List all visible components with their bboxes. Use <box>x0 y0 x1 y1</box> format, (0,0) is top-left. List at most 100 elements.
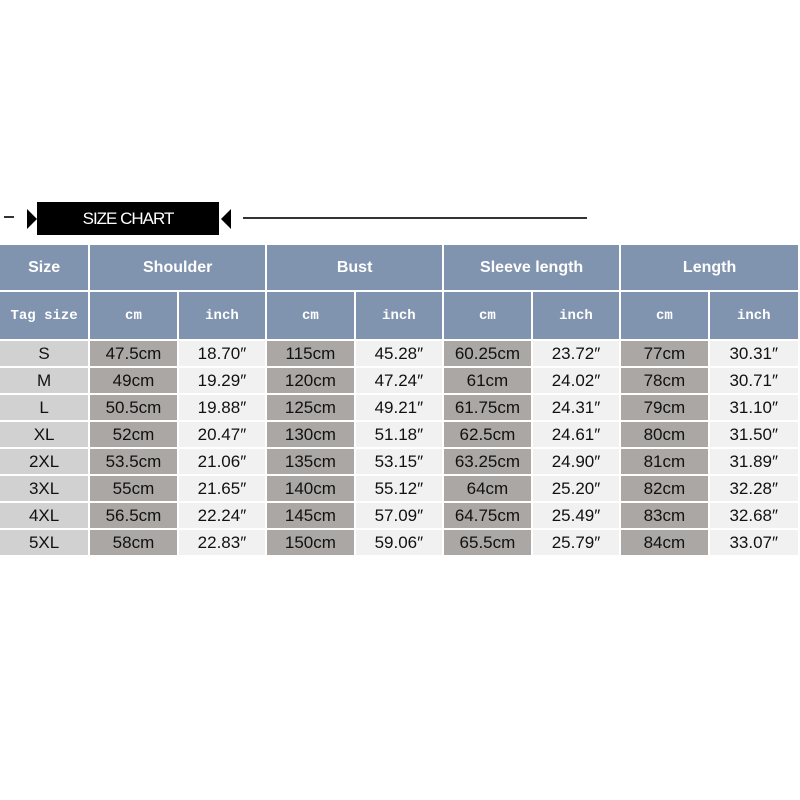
cm-cell: 150cm <box>267 530 354 555</box>
inch-cell: 47.24″ <box>355 368 443 393</box>
inch-cell: 59.06″ <box>355 530 443 555</box>
subheader-cell: inch <box>709 292 798 339</box>
inch-cell: 18.70″ <box>178 341 266 366</box>
cm-cell: 61cm <box>444 368 531 393</box>
subheader-row: Tag size cm inch cm inch cm inch cm inch <box>0 292 798 339</box>
inch-cell: 19.88″ <box>178 395 266 420</box>
size-cell: 4XL <box>0 503 89 528</box>
inch-cell: 19.29″ <box>178 368 266 393</box>
cm-cell: 64.75cm <box>444 503 531 528</box>
inch-cell: 31.50″ <box>709 422 798 447</box>
size-cell: XL <box>0 422 89 447</box>
inch-cell: 23.72″ <box>532 341 620 366</box>
cm-cell: 130cm <box>267 422 354 447</box>
cm-cell: 115cm <box>267 341 354 366</box>
cm-cell: 53.5cm <box>90 449 177 474</box>
cm-cell: 61.75cm <box>444 395 531 420</box>
subheader-cell: cm <box>90 292 177 339</box>
subheader-cell: cm <box>267 292 354 339</box>
cm-cell: 145cm <box>267 503 354 528</box>
table-row: 5XL 58cm 22.83″ 150cm 59.06″ 65.5cm 25.79″ 84cm… <box>0 530 798 555</box>
inch-cell: 30.71″ <box>709 368 798 393</box>
header-length: Length <box>621 245 798 290</box>
cm-cell: 58cm <box>90 530 177 555</box>
table-row: XL 52cm 20.47″ 130cm 51.18″ 62.5cm 24.61″ 80cm 3… <box>0 422 798 447</box>
cm-cell: 52cm <box>90 422 177 447</box>
size-cell: 5XL <box>0 530 89 555</box>
subheader-cell: Tag size <box>0 292 89 339</box>
header-row: Size Shoulder Bust Sleeve length Length <box>0 245 798 290</box>
inch-cell: 25.20″ <box>532 476 620 501</box>
inch-cell: 53.15″ <box>355 449 443 474</box>
ribbon-tail-right <box>221 209 231 229</box>
inch-cell: 31.10″ <box>709 395 798 420</box>
cm-cell: 140cm <box>267 476 354 501</box>
cm-cell: 65.5cm <box>444 530 531 555</box>
inch-cell: 24.90″ <box>532 449 620 474</box>
inch-cell: 57.09″ <box>355 503 443 528</box>
table-row: L 50.5cm 19.88″ 125cm 49.21″ 61.75cm 24.31″ 79c… <box>0 395 798 420</box>
cm-cell: 50.5cm <box>90 395 177 420</box>
inch-cell: 32.28″ <box>709 476 798 501</box>
size-cell: L <box>0 395 89 420</box>
inch-cell: 30.31″ <box>709 341 798 366</box>
cm-cell: 135cm <box>267 449 354 474</box>
inch-cell: 51.18″ <box>355 422 443 447</box>
divider-right <box>243 217 587 219</box>
inch-cell: 49.21″ <box>355 395 443 420</box>
cm-cell: 63.25cm <box>444 449 531 474</box>
cm-cell: 56.5cm <box>90 503 177 528</box>
cm-cell: 62.5cm <box>444 422 531 447</box>
divider-left <box>4 216 14 218</box>
subheader-cell: inch <box>178 292 266 339</box>
subheader-cell: cm <box>621 292 708 339</box>
table-row: 3XL 55cm 21.65″ 140cm 55.12″ 64cm 25.20″ 82cm 32… <box>0 476 798 501</box>
inch-cell: 25.49″ <box>532 503 620 528</box>
cm-cell: 120cm <box>267 368 354 393</box>
subheader-cell: inch <box>532 292 620 339</box>
cm-cell: 77cm <box>621 341 708 366</box>
cm-cell: 47.5cm <box>90 341 177 366</box>
cm-cell: 64cm <box>444 476 531 501</box>
inch-cell: 45.28″ <box>355 341 443 366</box>
size-cell: 2XL <box>0 449 89 474</box>
ribbon-tail-left <box>27 209 37 229</box>
size-cell: S <box>0 341 89 366</box>
cm-cell: 82cm <box>621 476 708 501</box>
header-shoulder: Shoulder <box>90 245 266 290</box>
inch-cell: 21.06″ <box>178 449 266 474</box>
size-chart-title: SIZE CHART <box>37 202 219 235</box>
inch-cell: 31.89″ <box>709 449 798 474</box>
header-bust: Bust <box>267 245 443 290</box>
inch-cell: 24.31″ <box>532 395 620 420</box>
inch-cell: 55.12″ <box>355 476 443 501</box>
size-table: Size Shoulder Bust Sleeve length Length … <box>0 243 800 557</box>
table-row: S 47.5cm 18.70″ 115cm 45.28″ 60.25cm 23.72″ 77c… <box>0 341 798 366</box>
cm-cell: 49cm <box>90 368 177 393</box>
size-cell: 3XL <box>0 476 89 501</box>
inch-cell: 22.24″ <box>178 503 266 528</box>
cm-cell: 60.25cm <box>444 341 531 366</box>
cm-cell: 83cm <box>621 503 708 528</box>
cm-cell: 81cm <box>621 449 708 474</box>
table-row: 4XL 56.5cm 22.24″ 145cm 57.09″ 64.75cm 25.49″ 8… <box>0 503 798 528</box>
size-cell: M <box>0 368 89 393</box>
table-row: 2XL 53.5cm 21.06″ 135cm 53.15″ 63.25cm 24.90″ 8… <box>0 449 798 474</box>
header-size: Size <box>0 245 89 290</box>
cm-cell: 80cm <box>621 422 708 447</box>
inch-cell: 22.83″ <box>178 530 266 555</box>
cm-cell: 84cm <box>621 530 708 555</box>
cm-cell: 55cm <box>90 476 177 501</box>
cm-cell: 78cm <box>621 368 708 393</box>
inch-cell: 21.65″ <box>178 476 266 501</box>
table-row: M 49cm 19.29″ 120cm 47.24″ 61cm 24.02″ 78cm 30.7… <box>0 368 798 393</box>
inch-cell: 24.61″ <box>532 422 620 447</box>
subheader-cell: inch <box>355 292 443 339</box>
cm-cell: 79cm <box>621 395 708 420</box>
inch-cell: 20.47″ <box>178 422 266 447</box>
inch-cell: 32.68″ <box>709 503 798 528</box>
inch-cell: 25.79″ <box>532 530 620 555</box>
inch-cell: 24.02″ <box>532 368 620 393</box>
header-sleeve-length: Sleeve length <box>444 245 620 290</box>
subheader-cell: cm <box>444 292 531 339</box>
